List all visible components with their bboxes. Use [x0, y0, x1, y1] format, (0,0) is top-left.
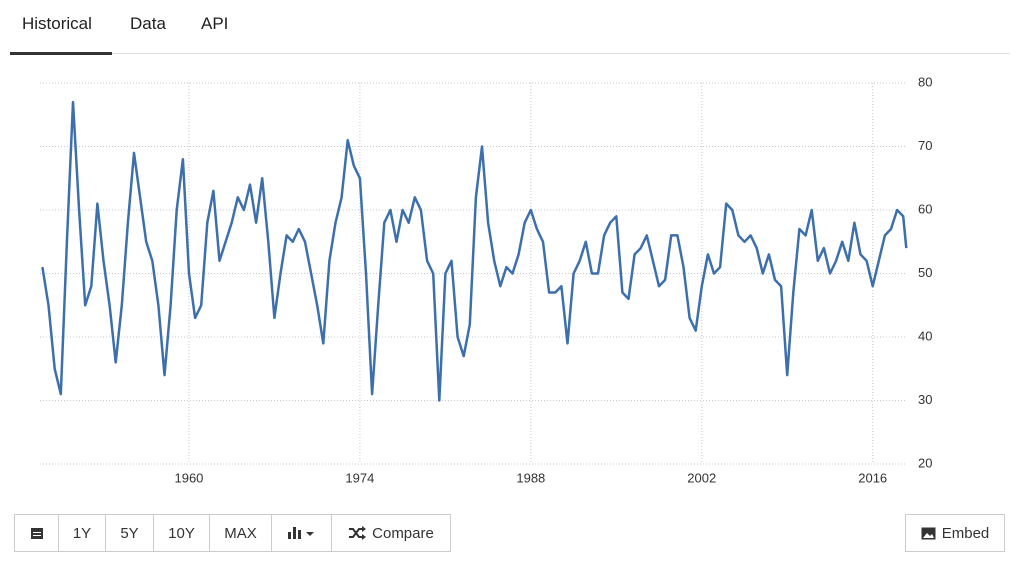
- chart: 20 30 40 50 60 70 80 1960 1974 1988 2002 2016: [40, 74, 932, 485]
- compare-button[interactable]: Compare: [331, 514, 451, 552]
- line-series: [41, 100, 908, 402]
- active-tab-underline: [10, 52, 112, 55]
- x-tick-label: 1960: [174, 470, 203, 485]
- y-tick-label: 80: [918, 74, 932, 89]
- bar-chart-icon: [287, 527, 314, 539]
- embed-button[interactable]: Embed: [905, 514, 1005, 552]
- y-tick-label: 50: [918, 265, 932, 280]
- x-tick-label: 2016: [858, 470, 887, 485]
- range-button[interactable]: 1Y: [58, 514, 106, 552]
- y-tick-label: 30: [918, 392, 932, 407]
- x-tick-label: 1988: [516, 470, 545, 485]
- tab[interactable]: Historical: [22, 14, 92, 33]
- calendar-icon: [30, 528, 43, 539]
- chart-type-button[interactable]: [271, 514, 332, 552]
- y-tick-label: 60: [918, 201, 932, 216]
- button-label: Embed: [941, 524, 990, 542]
- y-tick-label: 20: [918, 455, 932, 470]
- image-icon: [921, 527, 936, 539]
- tab[interactable]: Data: [130, 14, 166, 33]
- button-label: Compare: [372, 524, 434, 542]
- shuffle-icon: [349, 526, 367, 540]
- calendar-button[interactable]: [14, 514, 59, 552]
- x-tick-label: 2002: [687, 470, 716, 485]
- range-button[interactable]: 10Y: [153, 514, 210, 552]
- range-button[interactable]: 5Y: [105, 514, 154, 552]
- y-tick-label: 70: [918, 138, 932, 153]
- tab-border: [10, 53, 1010, 54]
- tab[interactable]: API: [201, 14, 229, 33]
- y-tick-label: 40: [918, 328, 932, 343]
- range-button[interactable]: MAX: [209, 514, 272, 552]
- x-tick-label: 1974: [345, 470, 374, 485]
